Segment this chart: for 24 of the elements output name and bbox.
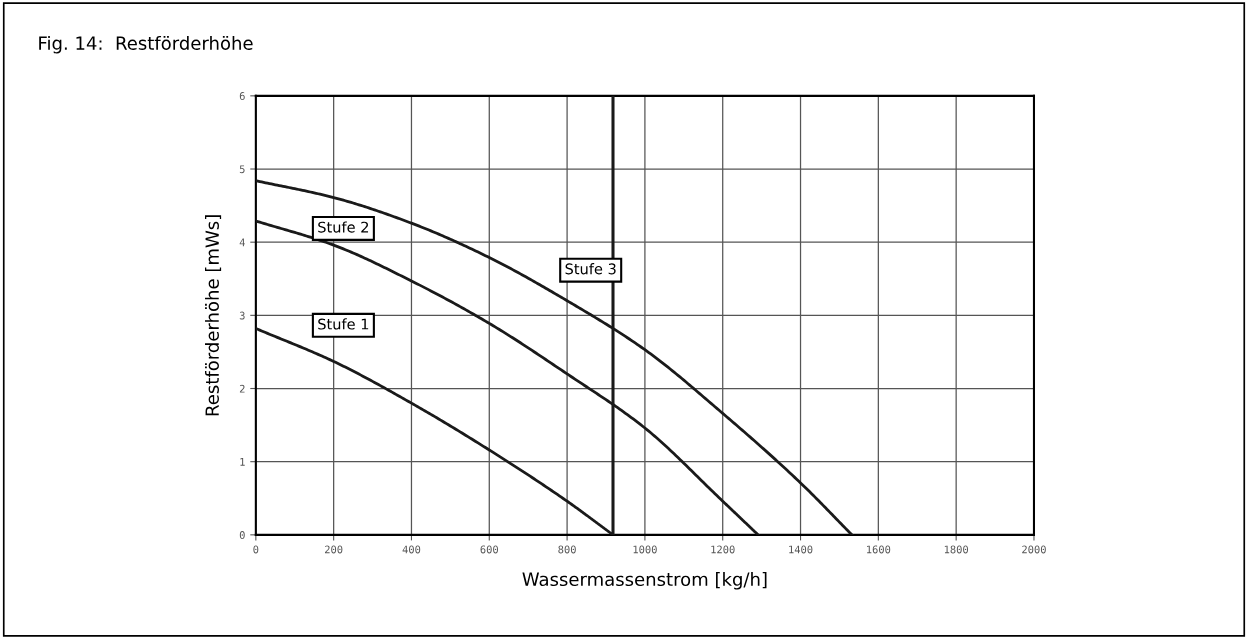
y-tick-label: 0 <box>239 531 245 539</box>
x-tick-label: 1800 <box>944 545 969 554</box>
y-tick-label: 6 <box>239 92 245 100</box>
x-axis-title: Wassermassenstrom [kg/h] <box>522 572 767 590</box>
y-tick-label: 2 <box>239 384 245 393</box>
x-tick-label: 0 <box>253 545 259 554</box>
x-tick-label: 1200 <box>711 545 735 554</box>
x-tick-label: 1400 <box>789 545 813 554</box>
series-label: Stufe 3 <box>565 263 616 275</box>
x-tick-label: 400 <box>402 545 421 554</box>
y-tick-label: 4 <box>239 238 245 247</box>
x-tick-label: 1600 <box>867 545 891 554</box>
x-tick-label: 800 <box>558 545 576 554</box>
y-tick-label: 1 <box>240 458 245 466</box>
series-label: Stufe 1 <box>318 318 369 330</box>
series-label: Stufe 2 <box>318 221 369 233</box>
x-tick-label: 1000 <box>633 545 657 554</box>
x-tick-label: 200 <box>325 545 343 554</box>
y-tick-label: 3 <box>239 311 245 320</box>
y-tick-label: 5 <box>239 165 245 174</box>
y-axis-title: Restförderhöhe [mWs] <box>205 215 222 416</box>
x-tick-label: 600 <box>480 545 499 554</box>
x-tick-label: 2000 <box>1022 545 1046 554</box>
chart-title: Fig. 14: Restförderhöhe <box>39 35 253 54</box>
